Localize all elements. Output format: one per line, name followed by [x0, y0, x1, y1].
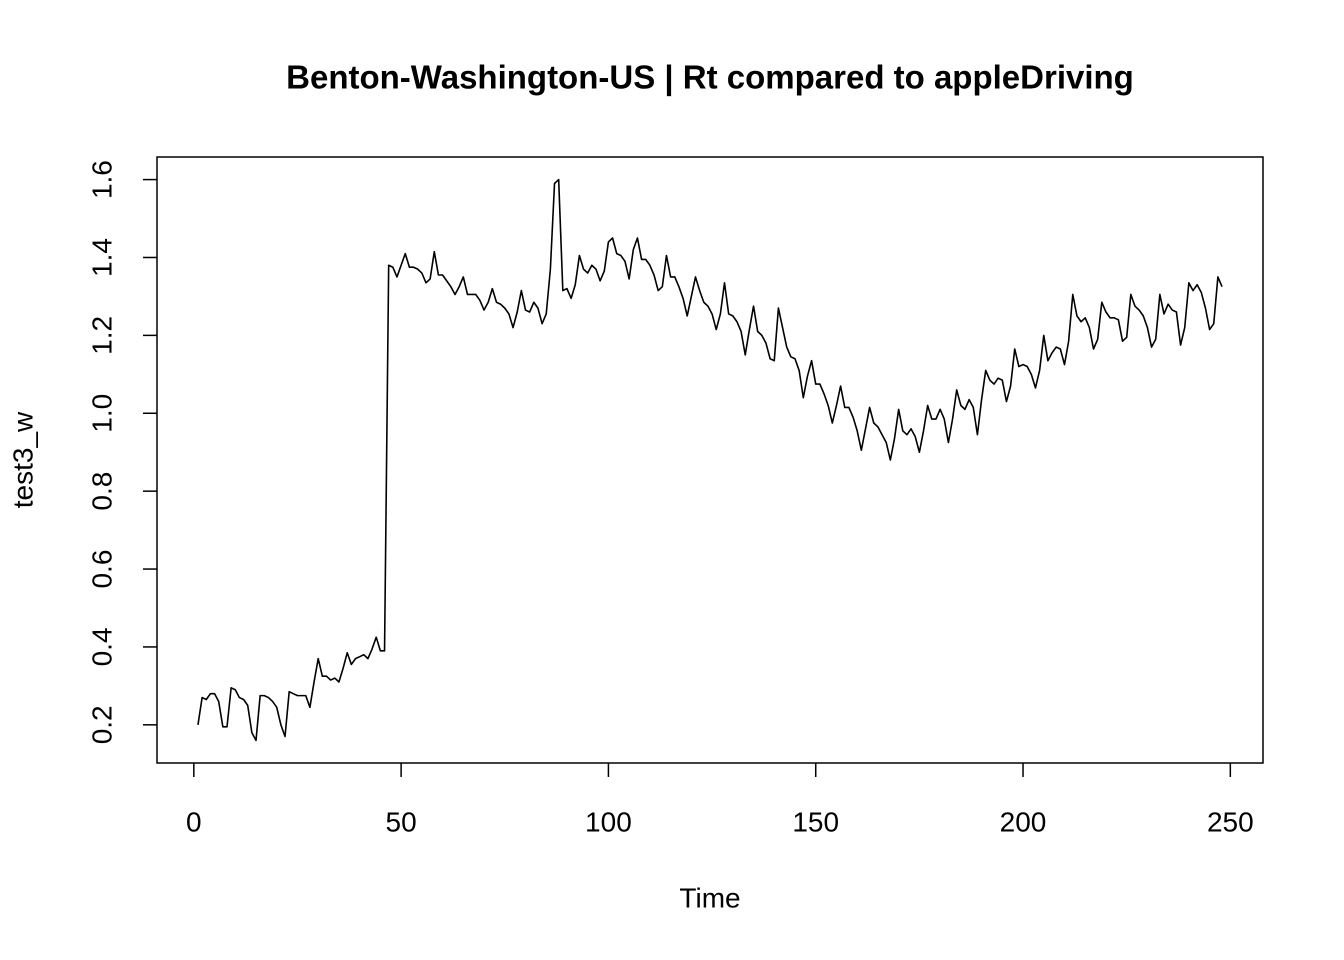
- x-tick-label: 150: [792, 806, 839, 837]
- y-tick-label: 0.8: [86, 472, 117, 511]
- x-axis-label: Time: [679, 882, 740, 913]
- x-tick-label: 100: [585, 806, 632, 837]
- y-tick-label: 1.0: [86, 394, 117, 433]
- y-tick-label: 0.2: [86, 705, 117, 744]
- x-tick-label: 200: [1000, 806, 1047, 837]
- x-tick-label: 250: [1207, 806, 1254, 837]
- y-axis-label: test3_w: [7, 411, 38, 508]
- y-tick-label: 1.2: [86, 316, 117, 355]
- x-tick-label: 0: [186, 806, 202, 837]
- plot-box: [156, 156, 1264, 764]
- y-tick-label: 0.4: [86, 627, 117, 666]
- y-tick-label: 1.6: [86, 160, 117, 199]
- x-tick-label: 50: [386, 806, 417, 837]
- chart-title: Benton-Washington-US | Rt compared to ap…: [286, 59, 1134, 96]
- y-tick-label: 1.4: [86, 238, 117, 277]
- y-tick-label: 0.6: [86, 550, 117, 589]
- line-series: [197, 178, 1223, 742]
